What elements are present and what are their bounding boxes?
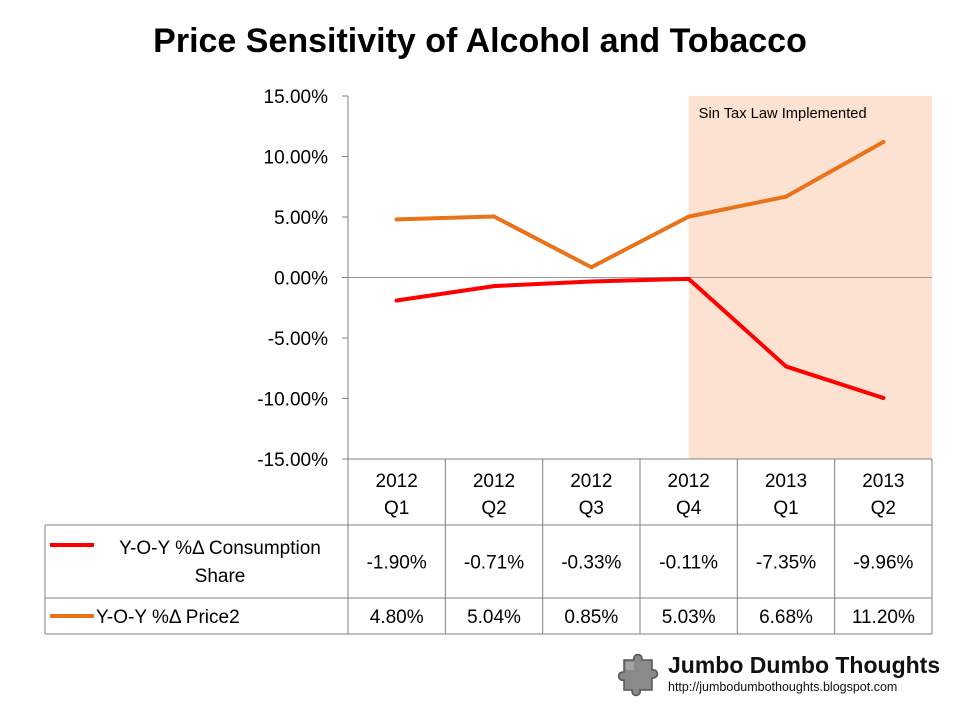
data-point xyxy=(881,396,886,401)
data-point xyxy=(589,265,594,270)
legend-label: Y-O-Y %Δ Consumption xyxy=(119,538,321,559)
y-tick-label: -10.00% xyxy=(257,390,328,411)
category-label: 2012 xyxy=(473,471,515,492)
category-label: Q3 xyxy=(579,498,604,519)
data-label: 11.20% xyxy=(852,607,915,628)
data-label: -0.11% xyxy=(659,553,718,574)
chart-title: Price Sensitivity of Alcohol and Tobacco xyxy=(153,22,807,60)
y-tick-label: 0.00% xyxy=(274,269,328,290)
y-tick-label: 10.00% xyxy=(264,148,329,169)
data-point xyxy=(492,284,496,289)
category-label: Q1 xyxy=(384,498,409,519)
data-label: -7.35% xyxy=(756,553,816,574)
data-point xyxy=(394,298,399,303)
logo-name: Jumbo Dumbo Thoughts xyxy=(668,652,941,678)
data-label: -9.96% xyxy=(853,553,913,574)
data-label: -1.90% xyxy=(367,553,427,574)
category-label: 2013 xyxy=(765,471,807,492)
y-tick-label: -15.00% xyxy=(257,450,328,471)
y-tick-label: 15.00% xyxy=(264,87,329,108)
y-tick-label: 5.00% xyxy=(274,208,328,229)
blog-logo: Jumbo Dumbo Thoughts http://jumbodumboth… xyxy=(618,650,948,700)
category-label: Q2 xyxy=(481,498,506,519)
category-label: 2013 xyxy=(862,471,904,492)
data-point xyxy=(686,214,691,219)
series-line xyxy=(394,276,886,401)
series-layer xyxy=(394,139,886,401)
data-point xyxy=(881,139,886,144)
data-point xyxy=(686,276,691,281)
puzzle-piece-icon xyxy=(618,653,659,697)
category-label: Q2 xyxy=(871,498,896,519)
series-line xyxy=(394,139,886,270)
data-label: 5.03% xyxy=(662,607,716,628)
category-label: 2012 xyxy=(376,471,418,492)
category-label: 2012 xyxy=(570,471,612,492)
data-label: 5.04% xyxy=(467,607,521,628)
annotation-text: Sin Tax Law Implemented xyxy=(699,105,867,122)
category-label: Q4 xyxy=(676,498,702,519)
legend-label: Y-O-Y %Δ Price2 xyxy=(96,607,240,628)
data-point xyxy=(784,364,788,369)
category-label: 2012 xyxy=(668,471,710,492)
logo-url: http://jumbodumbothoughts.blogspot.com xyxy=(668,680,898,694)
data-label: 6.68% xyxy=(759,607,813,628)
data-point xyxy=(784,194,788,199)
legend-label: Share xyxy=(195,566,246,587)
category-label: Q1 xyxy=(773,498,798,519)
data-table: 2012 Q1 2012 Q2 2012 Q3 2012 Q4 2013 Q1 2013 Q2 Y-O-… xyxy=(44,458,933,635)
y-tick-label: -5.00% xyxy=(268,329,328,350)
data-label: -0.71% xyxy=(464,553,524,574)
data-point xyxy=(492,214,496,219)
data-label: -0.33% xyxy=(561,553,621,574)
data-label: 0.85% xyxy=(564,607,618,628)
data-point xyxy=(394,217,399,222)
axis-layer: 15.00% 10.00% 5.00% 0.00% -5.00% -10.00% -15.0… xyxy=(257,87,932,471)
data-label: 4.80% xyxy=(370,607,424,628)
data-point xyxy=(589,279,594,284)
